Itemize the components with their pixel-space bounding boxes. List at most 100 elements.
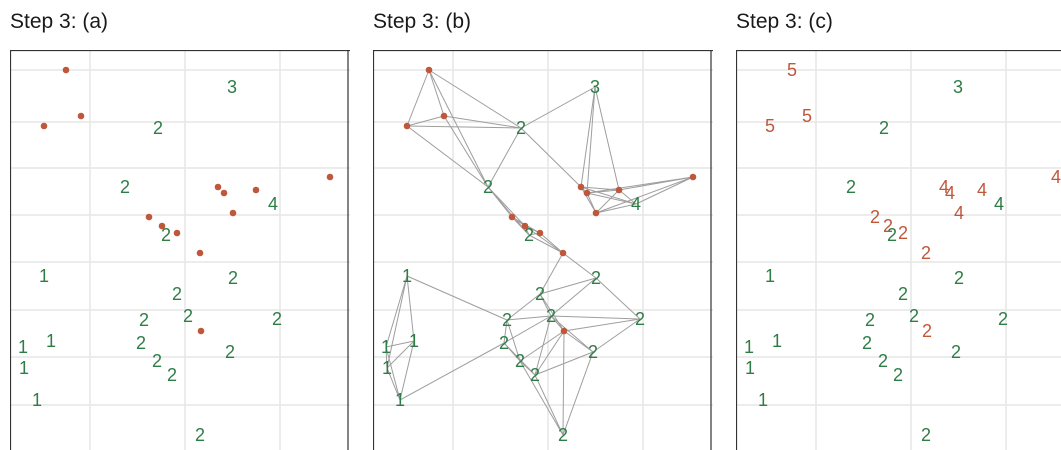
labeled-point: 2	[530, 365, 540, 385]
graph-edge	[385, 340, 415, 348]
labeled-point: 2	[152, 351, 162, 371]
graph-edge	[562, 330, 565, 436]
labeled-point: 2	[558, 425, 568, 445]
labeled-point: 3	[590, 77, 600, 97]
unlabeled-point	[214, 183, 222, 191]
graph-edge	[524, 225, 564, 254]
labeled-point: 2	[228, 268, 238, 288]
labeled-point: 2	[524, 225, 534, 245]
graph-edge	[520, 86, 596, 129]
labeled-point: 1	[395, 390, 405, 410]
graph-edge	[539, 277, 597, 295]
graph-edge	[406, 275, 508, 321]
labeled-point: 2	[167, 365, 177, 385]
graph-edge	[406, 275, 415, 342]
graph-edge	[562, 351, 594, 436]
unlabeled-point	[615, 186, 623, 194]
graph-edge	[506, 315, 552, 321]
labeled-point: 2	[893, 365, 903, 385]
labeled-point: 3	[227, 77, 237, 97]
labeled-point: 2	[591, 268, 601, 288]
labeled-point: 4	[268, 194, 278, 214]
graph-edge	[399, 342, 505, 401]
graph-edge	[534, 330, 565, 376]
unlabeled-point	[145, 213, 153, 221]
unlabeled-point	[326, 173, 334, 181]
labeled-point: 2	[172, 284, 182, 304]
graph-edge	[406, 125, 489, 188]
labeled-point: 1	[402, 266, 412, 286]
graph-edge	[594, 86, 620, 191]
unlabeled-point	[173, 229, 181, 237]
unlabeled-point	[577, 183, 585, 191]
labeled-point: 1	[39, 266, 49, 286]
graph-edge	[534, 374, 564, 436]
graph-edge	[503, 315, 552, 344]
labeled-point: 2	[921, 425, 931, 445]
cluster-label: 5	[787, 60, 797, 80]
labeled-point: 2	[183, 306, 193, 326]
graph-edge	[511, 216, 530, 236]
unlabeled-point	[77, 112, 85, 120]
graph-edge	[443, 115, 522, 129]
labeled-point: 2	[998, 309, 1008, 329]
graph-edge	[519, 360, 564, 436]
unlabeled-point	[583, 189, 591, 197]
labeled-point: 2	[195, 425, 205, 445]
graph-edge	[386, 275, 408, 369]
graph-edge	[428, 69, 522, 129]
cluster-label: 4	[945, 183, 955, 203]
cluster-label: 4	[977, 180, 987, 200]
labeled-point: 2	[846, 177, 856, 197]
graph-edge	[550, 277, 597, 317]
graph-edge	[635, 176, 694, 205]
labeled-point: 2	[515, 351, 525, 371]
graph-edge	[487, 127, 522, 188]
cluster-label: 5	[802, 106, 812, 126]
labeled-point: 2	[161, 225, 171, 245]
labeled-point: 2	[139, 310, 149, 330]
labeled-point: 1	[18, 337, 28, 357]
unlabeled-point	[40, 122, 48, 130]
labeled-point: 1	[381, 337, 391, 357]
graph-edge	[595, 176, 694, 214]
graph-edge	[503, 319, 508, 344]
cluster-label: 4	[954, 203, 964, 223]
graph-edge	[386, 367, 401, 401]
graph-edge	[519, 330, 565, 362]
labeled-point: 2	[535, 284, 545, 304]
labeled-point: 2	[120, 177, 130, 197]
labeled-point: 1	[409, 331, 419, 351]
graph-edge	[406, 69, 430, 127]
unlabeled-point	[689, 173, 697, 181]
labeled-point: 3	[953, 77, 963, 97]
unlabeled-point	[197, 327, 205, 335]
labeled-point: 2	[898, 284, 908, 304]
graph-edge	[385, 346, 388, 369]
graph-edge	[562, 252, 597, 279]
labeled-point: 2	[225, 342, 235, 362]
labeled-point: 2	[588, 342, 598, 362]
labeled-point: 1	[32, 390, 42, 410]
cluster-label: 2	[883, 216, 893, 236]
labeled-point: 2	[516, 118, 526, 138]
labeled-point: 1	[758, 390, 768, 410]
cluster-label: 5	[765, 116, 775, 136]
graph-edge	[506, 293, 541, 321]
labeled-point: 2	[909, 306, 919, 326]
labeled-point: 2	[483, 177, 493, 197]
graph-edge	[428, 69, 445, 117]
labeled-point: 4	[994, 194, 1004, 214]
graph-edge	[443, 115, 489, 188]
graph-edge	[595, 277, 641, 320]
graph-edge	[399, 340, 415, 401]
unlabeled-point	[521, 222, 529, 230]
graph-edge	[519, 360, 536, 376]
labeled-point: 2	[272, 309, 282, 329]
graph-edge	[550, 315, 641, 320]
labeled-point: 2	[954, 268, 964, 288]
unlabeled-point	[425, 66, 433, 74]
labeled-point: 1	[46, 331, 56, 351]
